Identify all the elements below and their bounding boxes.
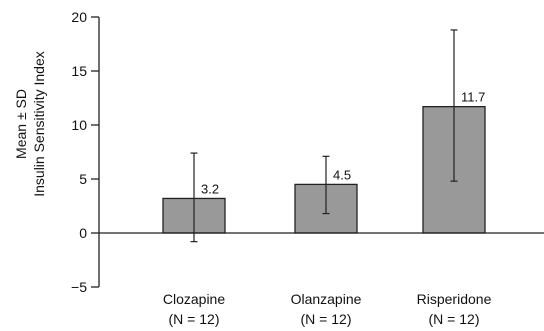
- y-tick-label: 5: [79, 171, 87, 187]
- data-label: 3.2: [201, 181, 219, 196]
- error-bars: [190, 29, 458, 243]
- y-tick-label: 10: [71, 117, 87, 133]
- y-axis-title: Mean ± SD Insulin Sensitivity Index: [13, 51, 47, 197]
- y-axis: −5 0 5 10 15 20: [71, 9, 100, 295]
- category-n-label: (N = 12): [169, 311, 220, 327]
- y-tick-label: −5: [71, 279, 87, 295]
- data-label: 4.5: [333, 167, 351, 182]
- y-tick-label: 20: [71, 9, 87, 25]
- category-label: Clozapine: [163, 291, 225, 307]
- x-axis-labels: Clozapine (N = 12) Olanzapine (N = 12) Rispe…: [163, 291, 492, 327]
- data-labels: 3.2 4.5 11.7: [201, 90, 485, 197]
- y-axis-title-line-2: Insulin Sensitivity Index: [31, 51, 47, 197]
- category-n-label: (N = 12): [301, 311, 352, 327]
- category-n-label: (N = 12): [429, 311, 480, 327]
- y-tick-label: 15: [71, 63, 87, 79]
- y-axis-title-line-1: Mean ± SD: [13, 89, 29, 159]
- category-label: Risperidone: [417, 291, 492, 307]
- y-tick-label: 0: [79, 225, 87, 241]
- category-label: Olanzapine: [291, 291, 362, 307]
- data-label: 11.7: [461, 90, 485, 105]
